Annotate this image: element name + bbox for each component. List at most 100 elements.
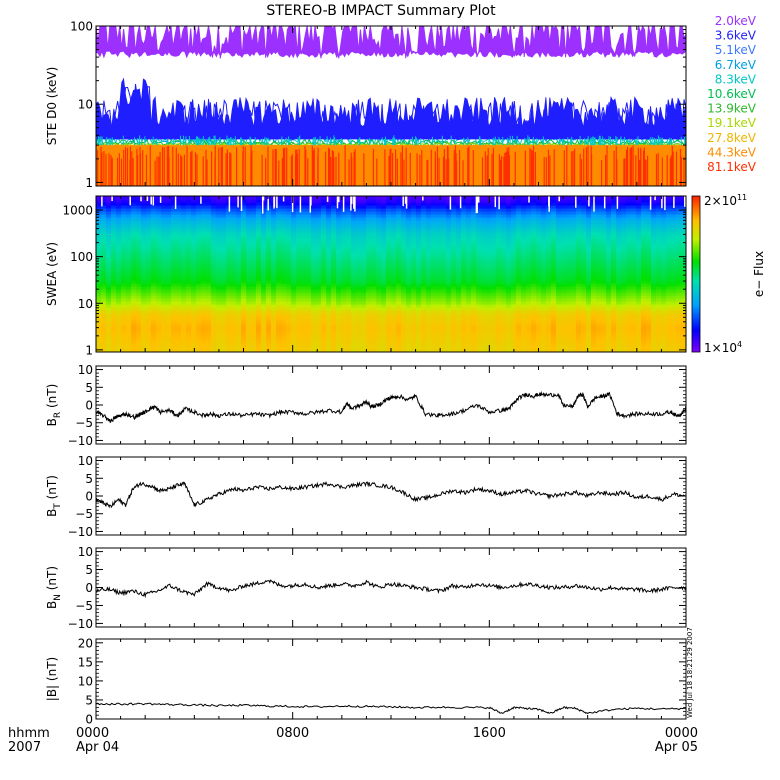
heat-cell: [411, 316, 417, 320]
heat-cell: [206, 274, 212, 278]
heat-cell: [261, 310, 267, 314]
heat-cell: [246, 322, 252, 326]
heat-cell: [406, 271, 412, 275]
heat-cell: [516, 262, 522, 266]
heat-cell: [426, 319, 432, 323]
heat-cell: [241, 292, 247, 296]
heat-cell: [521, 256, 527, 260]
heat-cell: [561, 313, 567, 317]
heat-cell: [311, 262, 317, 266]
heat-cell: [536, 307, 542, 311]
heat-cell: [356, 235, 362, 239]
heat-cell: [131, 217, 137, 221]
heat-cell: [206, 310, 212, 314]
heat-cell: [321, 292, 327, 296]
heat-cell: [176, 220, 182, 224]
heat-cell: [226, 259, 232, 263]
heat-cell: [251, 196, 257, 200]
heat-cell: [121, 307, 127, 311]
heat-cell: [181, 277, 187, 281]
heat-cell: [491, 250, 497, 254]
heat-cell: [411, 262, 417, 266]
heat-cell: [136, 295, 142, 299]
heat-cell: [301, 199, 307, 203]
heat-cell: [556, 280, 562, 284]
heat-cell: [466, 253, 472, 257]
heat-cell: [371, 217, 377, 221]
heat-cell: [201, 271, 207, 275]
heat-cell: [351, 322, 357, 326]
heat-cell: [396, 265, 402, 269]
heat-cell: [336, 229, 342, 233]
heat-cell: [401, 346, 407, 350]
heat-cell: [351, 217, 357, 221]
heat-cell: [191, 346, 197, 350]
heat-cell: [551, 217, 557, 221]
heat-cell: [346, 238, 352, 242]
heat-cell: [526, 265, 532, 269]
heat-cell: [116, 205, 122, 209]
heat-cell: [286, 202, 292, 206]
heat-cell: [366, 202, 372, 206]
heat-cell: [126, 220, 132, 224]
heat-cell: [336, 304, 342, 308]
heat-cell: [276, 346, 282, 350]
heat-cell: [561, 196, 567, 200]
heat-cell: [471, 274, 477, 278]
heat-cell: [451, 232, 457, 236]
heat-cell: [431, 343, 437, 347]
heat-cell: [526, 214, 532, 218]
heat-cell: [416, 307, 422, 311]
heat-cell: [306, 226, 312, 230]
heat-cell: [361, 205, 367, 209]
heat-cell: [256, 319, 262, 323]
heat-cell: [551, 199, 557, 203]
heat-cell: [196, 277, 202, 281]
heat-cell: [261, 307, 267, 311]
heat-cell: [146, 202, 152, 206]
heat-cell: [131, 295, 137, 299]
heat-cell: [106, 232, 112, 236]
heat-cell: [521, 337, 527, 341]
heat-cell: [106, 304, 112, 308]
heat-cell: [291, 292, 297, 296]
heat-cell: [301, 232, 307, 236]
heat-cell: [151, 244, 157, 248]
heat-cell: [226, 226, 232, 230]
heat-cell: [286, 199, 292, 203]
heat-cell: [136, 289, 142, 293]
heat-cell: [126, 238, 132, 242]
heat-cell: [241, 262, 247, 266]
heat-cell: [486, 217, 492, 221]
heat-cell: [491, 238, 497, 242]
heat-cell: [136, 253, 142, 257]
heat-cell: [381, 319, 387, 323]
heat-cell: [211, 313, 217, 317]
heat-cell: [206, 262, 212, 266]
heat-cell: [161, 274, 167, 278]
heat-cell: [146, 220, 152, 224]
heat-cell: [486, 274, 492, 278]
heat-cell: [321, 271, 327, 275]
heat-cell: [136, 250, 142, 254]
heat-cell: [301, 292, 307, 296]
heat-cell: [301, 343, 307, 347]
heat-cell: [406, 298, 412, 302]
heat-cell: [131, 211, 137, 215]
heat-cell: [241, 280, 247, 284]
heat-cell: [126, 334, 132, 338]
heat-cell: [561, 334, 567, 338]
heat-cell: [311, 208, 317, 212]
heat-cell: [226, 346, 232, 350]
heat-cell: [366, 211, 372, 215]
heat-cell: [281, 208, 287, 212]
heat-cell: [351, 244, 357, 248]
heat-cell: [531, 217, 537, 221]
heat-cell: [386, 313, 392, 317]
heat-cell: [156, 316, 162, 320]
heat-cell: [341, 328, 347, 332]
heat-cell: [111, 247, 117, 251]
heat-cell: [546, 220, 552, 224]
heat-cell: [296, 331, 302, 335]
heat-cell: [571, 271, 577, 275]
